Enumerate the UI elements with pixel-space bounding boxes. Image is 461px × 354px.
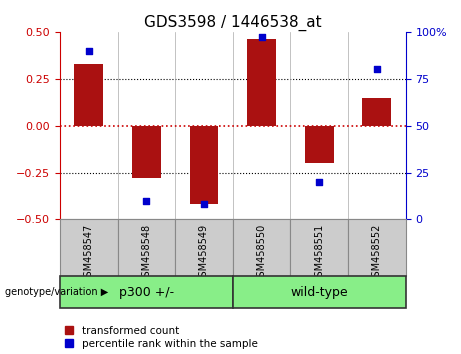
Bar	[60, 276, 233, 308]
Bar	[118, 219, 175, 276]
Bar	[60, 219, 118, 276]
Legend: transformed count, percentile rank within the sample: transformed count, percentile rank withi…	[65, 326, 258, 349]
Bar	[305, 126, 334, 163]
Text: GSM458550: GSM458550	[257, 224, 266, 283]
Text: genotype/variation ▶: genotype/variation ▶	[5, 287, 108, 297]
Bar	[348, 219, 406, 276]
Text: GSM458548: GSM458548	[142, 224, 151, 283]
Bar	[233, 219, 290, 276]
Bar	[189, 126, 219, 205]
Text: p300 +/-: p300 +/-	[119, 286, 174, 298]
Point	[142, 198, 150, 204]
Text: wild-type: wild-type	[290, 286, 348, 298]
Point	[258, 35, 266, 40]
Point	[373, 67, 381, 72]
Point	[200, 202, 207, 207]
Bar	[132, 126, 161, 178]
Text: GSM458551: GSM458551	[314, 224, 324, 283]
Bar	[247, 39, 276, 126]
Bar	[175, 219, 233, 276]
Bar	[74, 64, 103, 126]
Bar	[290, 219, 348, 276]
Title: GDS3598 / 1446538_at: GDS3598 / 1446538_at	[144, 14, 322, 30]
Point	[315, 179, 323, 185]
Point	[85, 48, 92, 53]
Bar	[362, 98, 391, 126]
Text: GSM458552: GSM458552	[372, 224, 382, 284]
Text: GSM458547: GSM458547	[84, 224, 94, 283]
Text: GSM458549: GSM458549	[199, 224, 209, 283]
Bar	[233, 276, 406, 308]
